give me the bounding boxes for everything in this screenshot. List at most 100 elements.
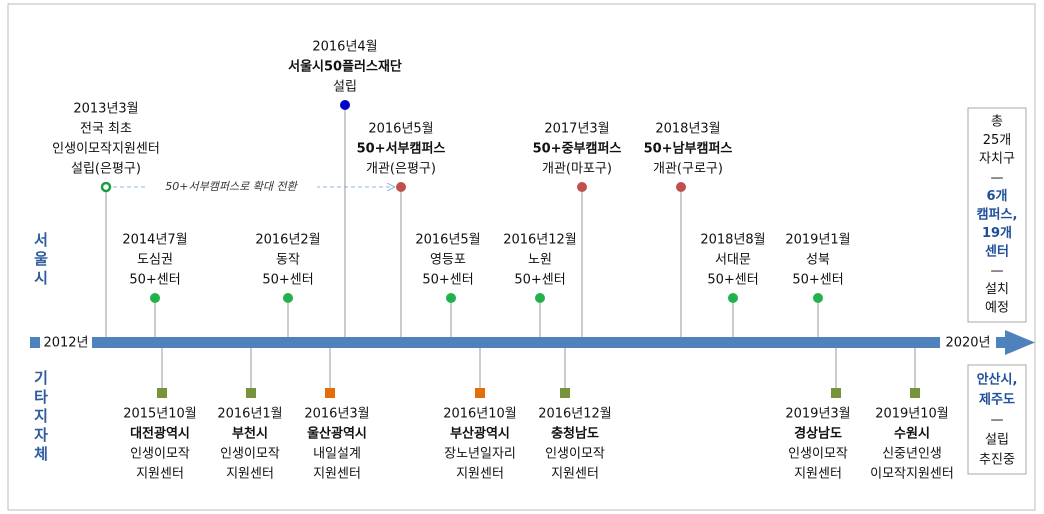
event-square bbox=[157, 388, 167, 398]
event-text: 50+남부캠퍼스 bbox=[644, 141, 733, 157]
event-text: 50+센터 bbox=[422, 273, 473, 288]
event-text: 2016년3월 bbox=[304, 407, 369, 422]
event-text: 충청남도 bbox=[551, 426, 599, 442]
event-text: 2016년5월 bbox=[368, 122, 433, 137]
event-text: 2017년3월 bbox=[544, 122, 609, 137]
event-square bbox=[560, 388, 570, 398]
event-dot bbox=[813, 293, 823, 303]
event-text: 50+센터 bbox=[129, 273, 180, 288]
event-square bbox=[475, 388, 485, 398]
note-bg bbox=[145, 179, 317, 195]
event-text: 50+센터 bbox=[792, 273, 843, 288]
event-text: 지원센터 bbox=[226, 467, 274, 482]
event-text: 서울시50플러스재단 bbox=[288, 59, 402, 75]
event-text: 울산광역시 bbox=[307, 426, 367, 442]
event-text: 내일설계 bbox=[313, 447, 361, 462]
event-dot bbox=[446, 293, 456, 303]
frame bbox=[7, 3, 1036, 511]
event-text: 2018년8월 bbox=[700, 233, 765, 248]
event-text: 이모작지원센터 bbox=[870, 467, 954, 482]
event-dot bbox=[150, 293, 160, 303]
event-text: 2016년1월 bbox=[217, 407, 282, 422]
summary-text: 추진중 bbox=[979, 453, 1015, 468]
event-text: 50+센터 bbox=[707, 273, 758, 288]
event-text: 2016년12월 bbox=[503, 233, 577, 248]
event-text: 50+서부캠퍼스 bbox=[357, 142, 446, 157]
event-text: 도심권 bbox=[137, 253, 173, 268]
event-text: 인생이모작 bbox=[220, 447, 280, 462]
summary-text: 자치구 bbox=[979, 152, 1015, 167]
summary-text: 6개 bbox=[986, 189, 1007, 204]
event-text: 개관(은평구) bbox=[366, 162, 436, 177]
event-text: 설립 bbox=[333, 80, 357, 95]
summary-text: 총 bbox=[991, 115, 1003, 130]
event-text: 2019년1월 bbox=[785, 233, 850, 248]
event-square bbox=[831, 388, 841, 398]
event-text: 50+센터 bbox=[262, 273, 313, 288]
event-text: 지원센터 bbox=[794, 467, 842, 482]
event-dot bbox=[100, 181, 112, 193]
seoul-label: 서울시 bbox=[32, 232, 50, 289]
event-text: 2015년10월 bbox=[123, 407, 197, 422]
event-text: 동작 bbox=[276, 253, 300, 268]
event-text: 2018년3월 bbox=[655, 122, 720, 137]
event-text: 설립(은평구) bbox=[71, 162, 141, 177]
summary-text: — bbox=[991, 170, 1004, 185]
summary-text: 설립 bbox=[985, 433, 1009, 448]
expansion-note: 50+서부캠퍼스로 확대 전환 bbox=[165, 180, 298, 193]
start-label-bg bbox=[40, 333, 92, 352]
event-text: 50+중부캠퍼스 bbox=[533, 142, 622, 157]
summary-text: 예정 bbox=[985, 301, 1009, 316]
summary-text: 센터 bbox=[985, 244, 1009, 260]
event-text: 2019년10월 bbox=[875, 407, 949, 422]
event-text: 2016년4월 bbox=[312, 40, 377, 55]
event-text: 개관(마포구) bbox=[542, 162, 612, 177]
event-text: 인생이모작 bbox=[130, 447, 190, 462]
event-text: 영등포 bbox=[430, 253, 466, 268]
event-dot bbox=[535, 293, 545, 303]
event-dot bbox=[283, 293, 293, 303]
event-text: 서대문 bbox=[715, 253, 751, 268]
event-text: 지원센터 bbox=[456, 467, 504, 482]
event-dot bbox=[340, 100, 350, 110]
event-text: 인생이모작 bbox=[788, 447, 848, 462]
event-dot bbox=[728, 293, 738, 303]
summary-text: — bbox=[991, 413, 1004, 428]
others-summary-box bbox=[967, 364, 1027, 475]
event-text: 인생이모작지원센터 bbox=[52, 142, 160, 157]
event-text: 노원 bbox=[528, 253, 552, 268]
event-text: 지원센터 bbox=[551, 467, 599, 482]
event-text: 대전광역시 bbox=[130, 426, 190, 442]
event-text: 50+센터 bbox=[514, 273, 565, 288]
event-text: 2014년7월 bbox=[122, 233, 187, 248]
event-text: 지원센터 bbox=[313, 467, 361, 482]
summary-text: 설치 bbox=[985, 282, 1009, 297]
event-text: 지원센터 bbox=[136, 467, 184, 482]
event-dot bbox=[396, 182, 406, 192]
event-text: 신중년인생 bbox=[882, 447, 942, 462]
event-text: 2019년3월 bbox=[785, 407, 850, 422]
summary-text: 25개 bbox=[983, 133, 1012, 148]
event-text: 장노년일자리 bbox=[444, 447, 516, 462]
event-text: 2013년3월 bbox=[73, 102, 138, 117]
event-dot bbox=[676, 182, 686, 192]
end-label: 2020년 bbox=[945, 336, 990, 351]
others-label: 기타지자체 bbox=[32, 370, 50, 465]
summary-text: 19개 bbox=[982, 226, 1012, 241]
axis-arrow bbox=[1005, 330, 1035, 355]
event-text: 부산광역시 bbox=[450, 426, 510, 442]
start-label: 2012년 bbox=[43, 336, 88, 351]
event-text: 전국 최초 bbox=[80, 122, 132, 137]
event-text: 개관(구로구) bbox=[653, 162, 723, 177]
event-square bbox=[910, 388, 920, 398]
event-square bbox=[246, 388, 256, 398]
event-text: 부천시 bbox=[232, 427, 268, 442]
seoul-summary-box bbox=[967, 107, 1027, 323]
event-text: 2016년12월 bbox=[538, 407, 612, 422]
summary-text: 안산시, bbox=[977, 372, 1018, 388]
event-text: 성북 bbox=[806, 253, 830, 268]
end-label-bg bbox=[940, 333, 996, 352]
summary-text: 캠퍼스, bbox=[977, 208, 1018, 223]
event-text: 2016년2월 bbox=[255, 233, 320, 248]
